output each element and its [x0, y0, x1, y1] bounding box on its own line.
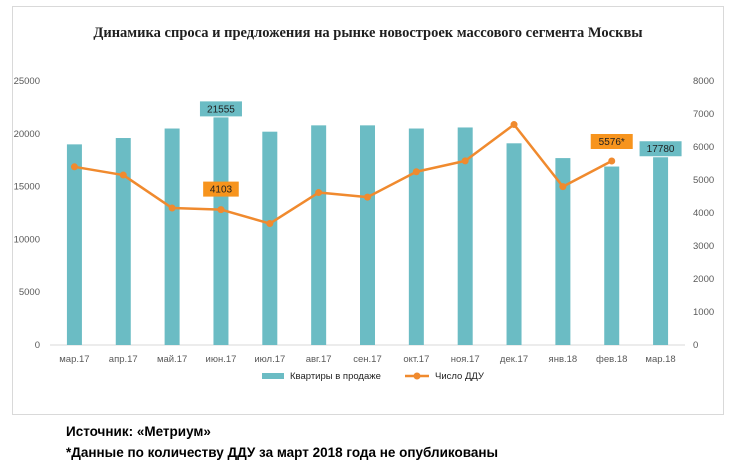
x-tick-label: янв.18: [549, 354, 578, 365]
data-label: 17780: [647, 144, 675, 155]
y-right-tick-label: 0: [693, 340, 698, 351]
line-point: [461, 157, 469, 165]
source-note: Источник: «Метриум»: [66, 424, 211, 439]
y-right-tick-label: 8000: [693, 76, 714, 87]
x-tick-label: май.17: [157, 354, 187, 365]
y-left-tick-label: 10000: [14, 234, 40, 245]
y-left-tick-label: 0: [35, 340, 40, 351]
y-right-tick-label: 3000: [693, 241, 714, 252]
x-tick-label: ноя.17: [451, 354, 480, 365]
x-tick-label: июн.17: [206, 354, 237, 365]
bar: [604, 166, 620, 345]
line-point: [364, 193, 371, 201]
x-tick-label: мар.18: [645, 354, 675, 365]
legend-label-bars: Квартиры в продаже: [290, 371, 381, 382]
line-point: [559, 183, 567, 191]
y-left-tick-label: 20000: [14, 129, 40, 140]
bar: [164, 128, 180, 345]
x-tick-label: июл.17: [254, 354, 285, 365]
legend-swatch-bars: [262, 373, 284, 379]
x-tick-label: сен.17: [353, 354, 382, 365]
x-tick-label: дек.17: [500, 354, 528, 365]
line-point: [168, 204, 176, 212]
data-label-box: [203, 181, 239, 197]
x-tick-label: мар.17: [59, 354, 89, 365]
y-right-tick-label: 6000: [693, 142, 714, 153]
y-right-tick-label: 2000: [693, 274, 714, 285]
bar: [66, 144, 82, 345]
data-label-box: [590, 133, 633, 149]
bar: [115, 138, 131, 345]
x-tick-label: фев.18: [596, 354, 627, 365]
line-point: [510, 121, 518, 129]
data-label: 5576*: [599, 137, 625, 148]
line-point: [70, 163, 78, 171]
y-right-tick-label: 7000: [693, 109, 714, 120]
line-series: [74, 123, 613, 225]
bar: [506, 143, 522, 345]
line-point: [217, 206, 225, 214]
line-point: [412, 168, 420, 176]
data-label: 21555: [207, 104, 235, 115]
data-label-box: [199, 101, 242, 117]
bar: [360, 125, 375, 346]
bar: [213, 117, 229, 345]
line-point: [266, 220, 274, 228]
chart-title: Динамика спроса и предложения на рынке н…: [93, 25, 643, 41]
bar: [653, 157, 669, 345]
y-left-tick-label: 25000: [14, 76, 40, 87]
bar: [555, 158, 571, 345]
legend-label-line: Число ДДУ: [435, 371, 485, 382]
y-left-tick-label: 15000: [14, 182, 40, 193]
legend-marker-line: [413, 372, 421, 380]
y-right-tick-label: 4000: [693, 208, 714, 219]
bar: [311, 125, 327, 346]
bar: [457, 127, 473, 346]
bar: [408, 128, 424, 345]
x-tick-label: окт.17: [403, 354, 429, 365]
line-point: [608, 157, 616, 165]
line-point: [315, 189, 323, 197]
bar: [262, 131, 278, 345]
y-right-tick-label: 5000: [693, 175, 714, 186]
data-label: 4103: [210, 185, 233, 196]
line-point: [119, 171, 127, 179]
footnote: *Данные по количеству ДДУ за март 2018 г…: [66, 445, 499, 460]
data-label-box: [639, 141, 682, 157]
x-tick-label: авг.17: [306, 354, 332, 365]
y-left-tick-label: 5000: [19, 287, 40, 298]
y-right-tick-label: 1000: [693, 307, 714, 318]
x-tick-label: апр.17: [109, 354, 138, 365]
